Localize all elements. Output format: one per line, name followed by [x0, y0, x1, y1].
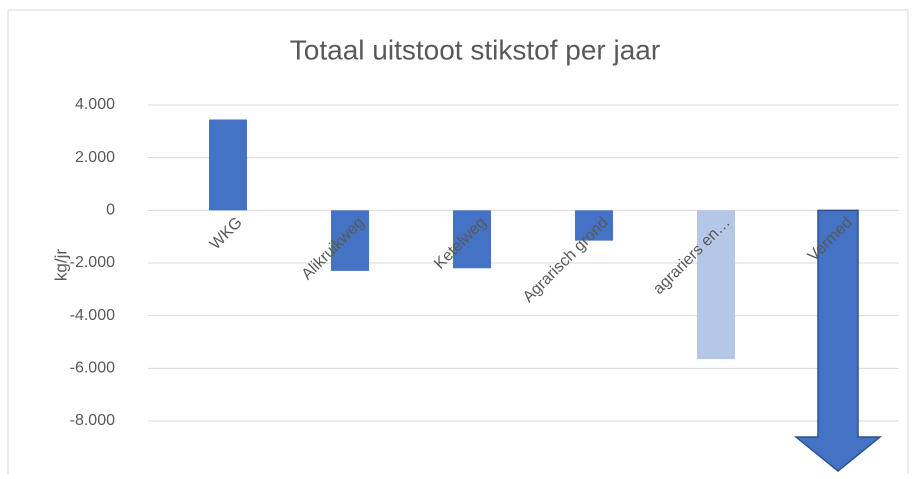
bar	[209, 119, 247, 211]
arrow-bar	[793, 209, 883, 472]
y-tick-label: 4.000	[75, 96, 115, 113]
y-tick-label: -4.000	[70, 307, 115, 324]
y-axis-title: kg/jr	[51, 249, 70, 281]
bar	[697, 210, 735, 360]
y-tick-label: 0	[106, 202, 115, 219]
y-tick-label: -6.000	[70, 360, 115, 377]
y-tick-label: -8.000	[70, 412, 115, 429]
chart-title: Totaal uitstoot stikstof per jaar	[290, 34, 660, 65]
y-tick-label: 2.000	[75, 149, 115, 166]
bar	[453, 210, 491, 269]
bar	[331, 210, 369, 271]
y-tick-label: -2.000	[70, 254, 115, 271]
bar	[575, 210, 613, 241]
